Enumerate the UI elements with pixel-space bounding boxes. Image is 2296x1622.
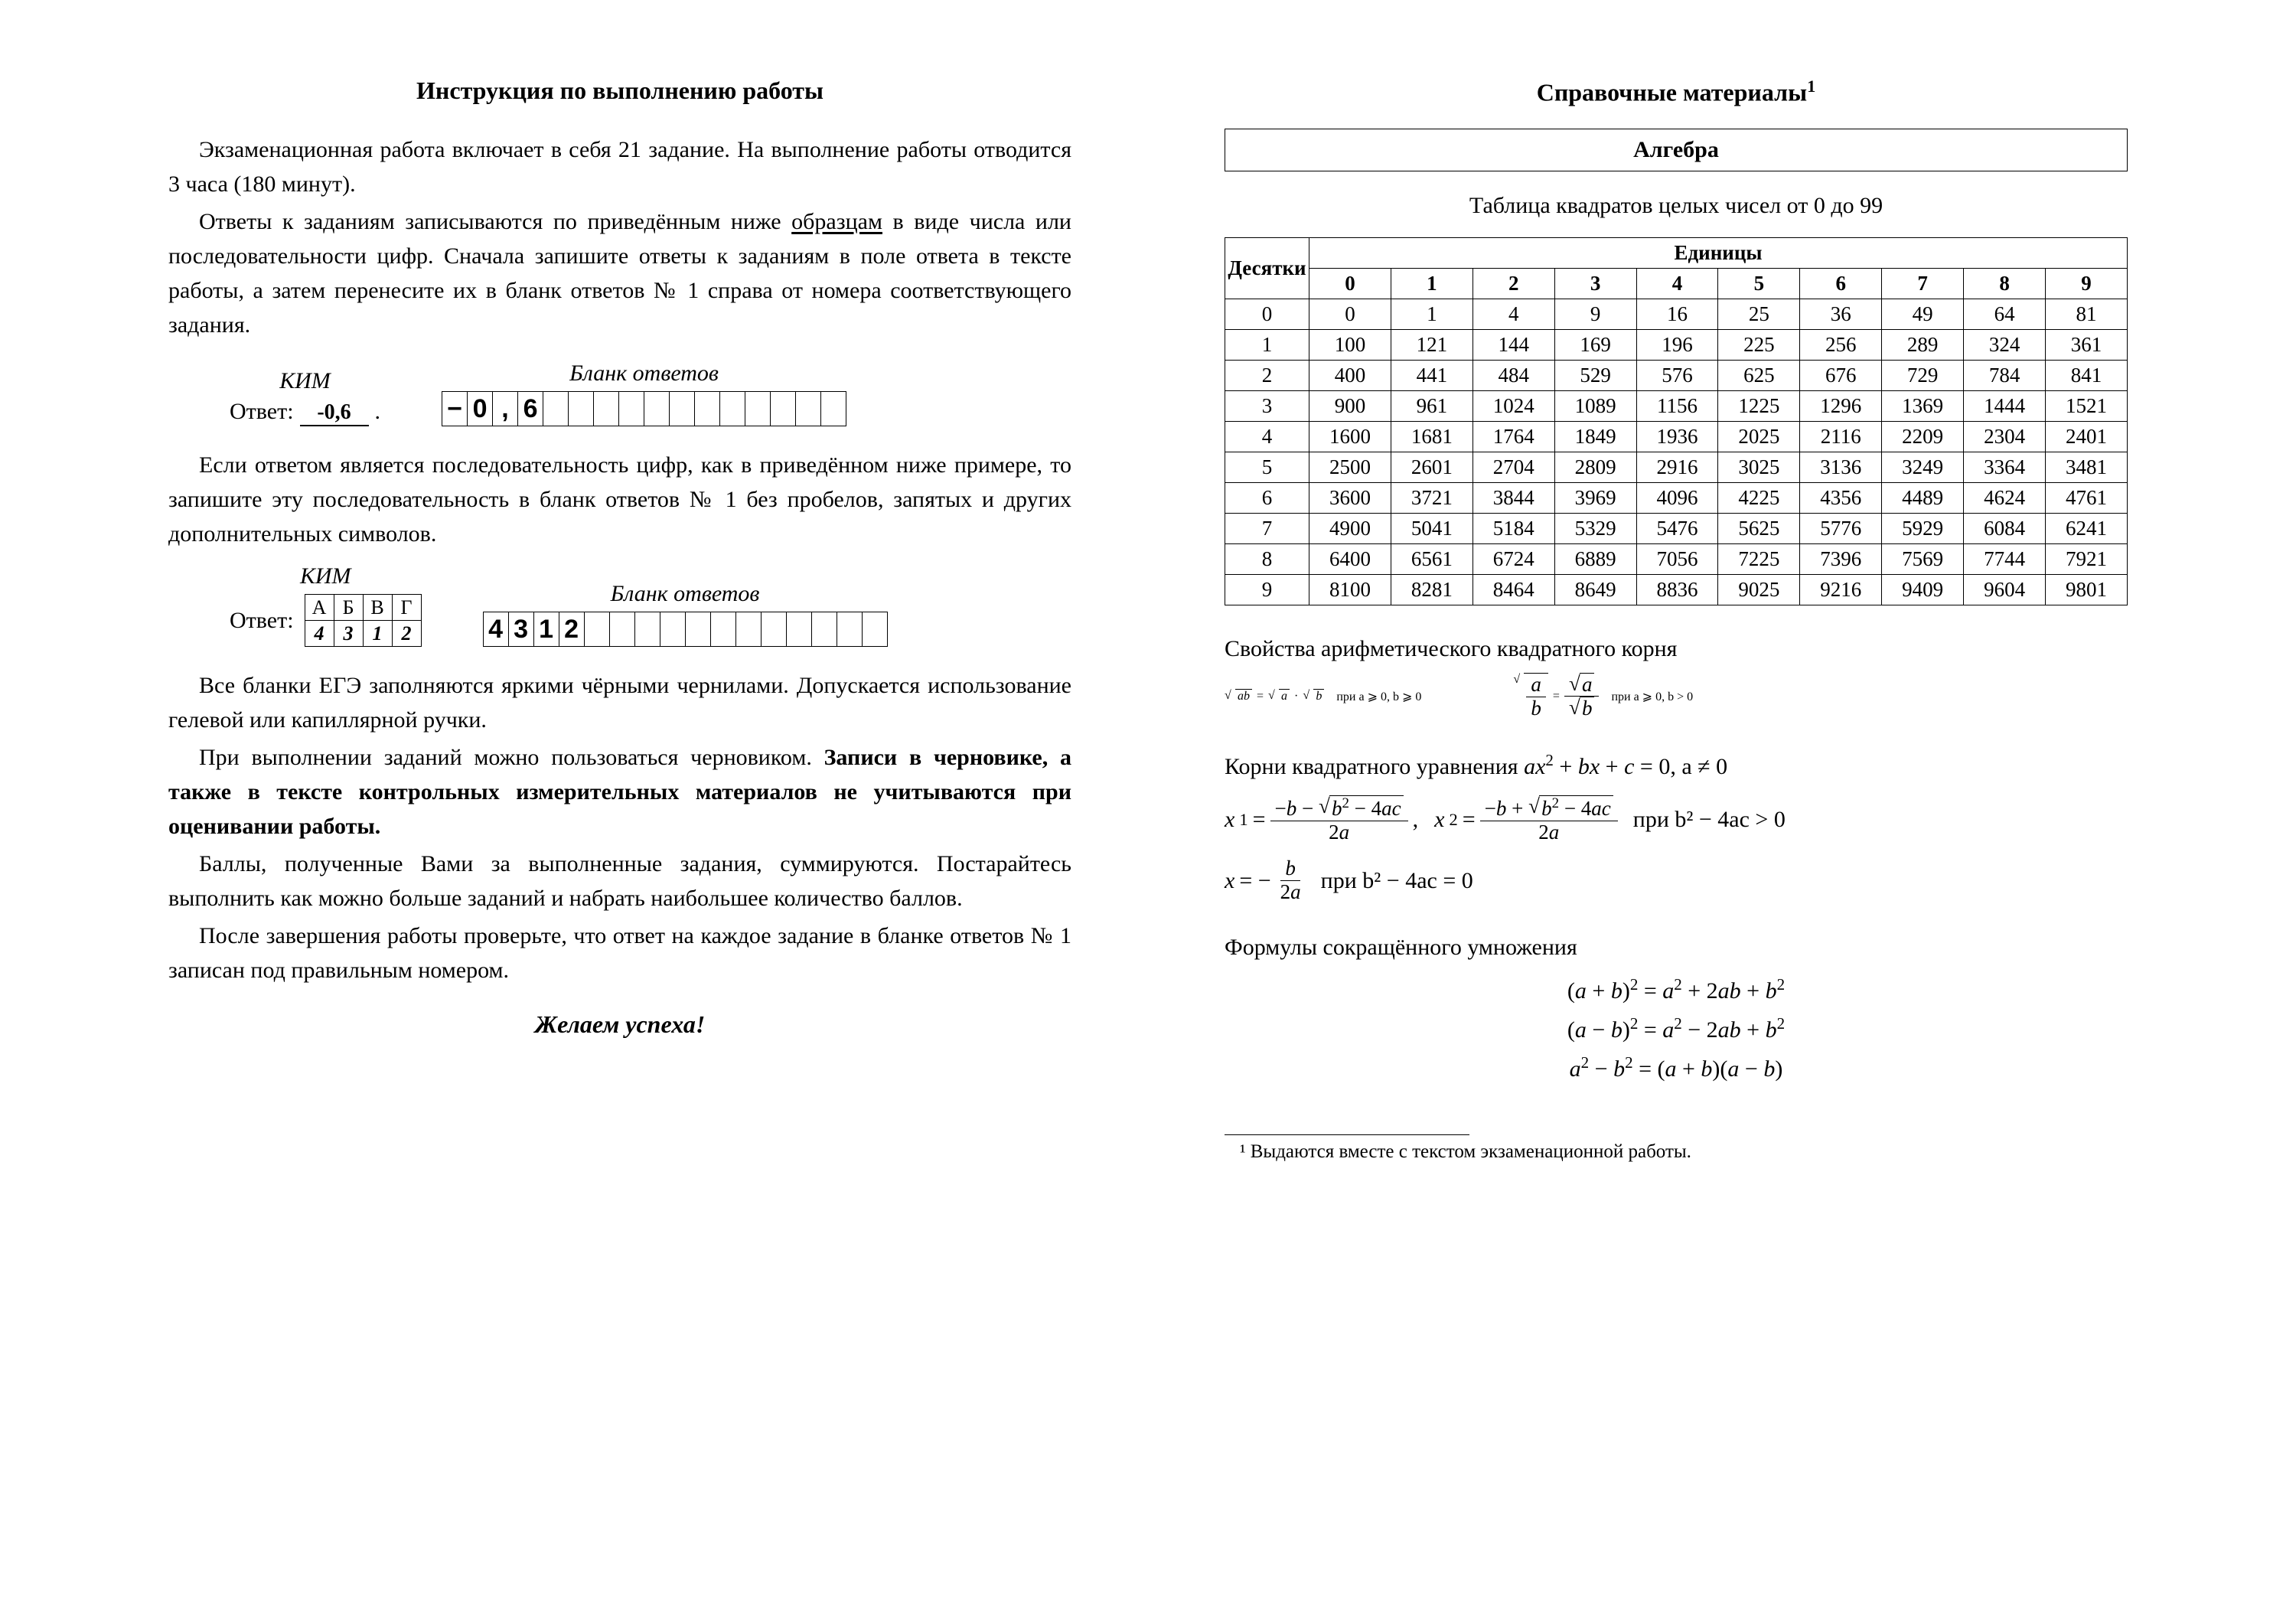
blank-cell [795,391,821,426]
sqrt-formulas: ab = a · b при a ⩾ 0, b ⩾ 0 ab = ab при … [1225,673,2128,720]
multiplication-formulas: (a + b)2 = a2 + 2ab + b2 (a − b)2 = a2 −… [1225,971,2128,1088]
table-caption: Таблица квадратов целых чисел от 0 до 99 [1225,193,2128,219]
section-algebra: Алгебра [1225,129,2128,171]
answer-blank-2: 4312 [483,612,888,647]
sqrt-props-title: Свойства арифметического квадратного кор… [1225,636,2128,662]
instructions-title: Инструкция по выполнению работы [168,77,1071,105]
paragraph-7: После завершения работы проверьте, что о… [168,919,1071,987]
blank-cell [837,612,863,647]
blank-cell [609,612,635,647]
blank-cell [644,391,670,426]
answer-blank-1: −0,6 [442,391,846,426]
blank-cell [568,391,594,426]
reference-title: Справочные материалы1 [1225,77,2128,107]
blank-cell: 0 [467,391,493,426]
quadratic-title: Корни квадратного уравнения ax2 + bx + c… [1225,751,2128,780]
footnote: ¹ Выдаются вместе с текстом экзаменацион… [1225,1141,2128,1163]
blank-cell: 4 [483,612,509,647]
left-column: Инструкция по выполнению работы Экзамена… [61,77,1148,1545]
blank-cell [719,391,745,426]
right-column: Справочные материалы1 Алгебра Таблица кв… [1148,77,2235,1545]
blank-cell [618,391,644,426]
paragraph-2: Ответы к заданиям записываются по привед… [168,204,1071,342]
paragraph-5: При выполнении заданий можно пользоватьс… [168,740,1071,844]
blank-cell [543,391,569,426]
blank-cell [593,391,619,426]
blank-cell [710,612,736,647]
blank-cell [685,612,711,647]
blank-cell: , [492,391,518,426]
multiplication-title: Формулы сокращённого умножения [1225,935,2128,961]
blank-label-2: Бланк ответов [611,581,760,607]
blank-cell [735,612,762,647]
blank-cell [770,391,796,426]
blank-cell [660,612,686,647]
blank-cell [694,391,720,426]
blank-cell [820,391,846,426]
paragraph-1: Экзаменационная работа включает в себя 2… [168,132,1071,201]
blank-label: Бланк ответов [569,361,719,387]
kim-label: КИМ [279,368,331,394]
answer-value: -0,6 [300,400,369,426]
squares-table: ДесяткиЕдиницы01234567890014916253649648… [1225,237,2128,605]
quadratic-roots: x1 = −b − b2 − 4ac2a , x2 = −b + b2 − 4a… [1225,795,2128,904]
kim-label-2: КИМ [300,563,351,589]
paragraph-4: Все бланки ЕГЭ заполняются яркими чёрным… [168,668,1071,737]
blank-cell [584,612,610,647]
blank-cell: 1 [533,612,559,647]
blank-cell: 2 [559,612,585,647]
answer-prefix-2: Ответ: [230,608,294,634]
wish-text: Желаем успеха! [168,1010,1071,1039]
blank-cell: 3 [508,612,534,647]
blank-cell [745,391,771,426]
footnote-rule [1225,1134,1469,1135]
blank-cell [811,612,837,647]
example-2: КИМ Ответ: АБВГ4312 Бланк ответов 4312 [230,563,1071,647]
blank-cell [761,612,787,647]
blank-cell [862,612,888,647]
kim-table: АБВГ4312 [305,594,422,647]
blank-cell [669,391,695,426]
blank-cell [786,612,812,647]
example-1: КИМ Ответ: -0,6 . Бланк ответов −0,6 [230,361,1071,426]
blank-cell: − [442,391,468,426]
blank-cell [634,612,660,647]
answer-prefix: Ответ: [230,399,294,425]
blank-cell: 6 [517,391,543,426]
paragraph-6: Баллы, полученные Вами за выполненные за… [168,847,1071,915]
paragraph-3: Если ответом является последовательность… [168,448,1071,551]
